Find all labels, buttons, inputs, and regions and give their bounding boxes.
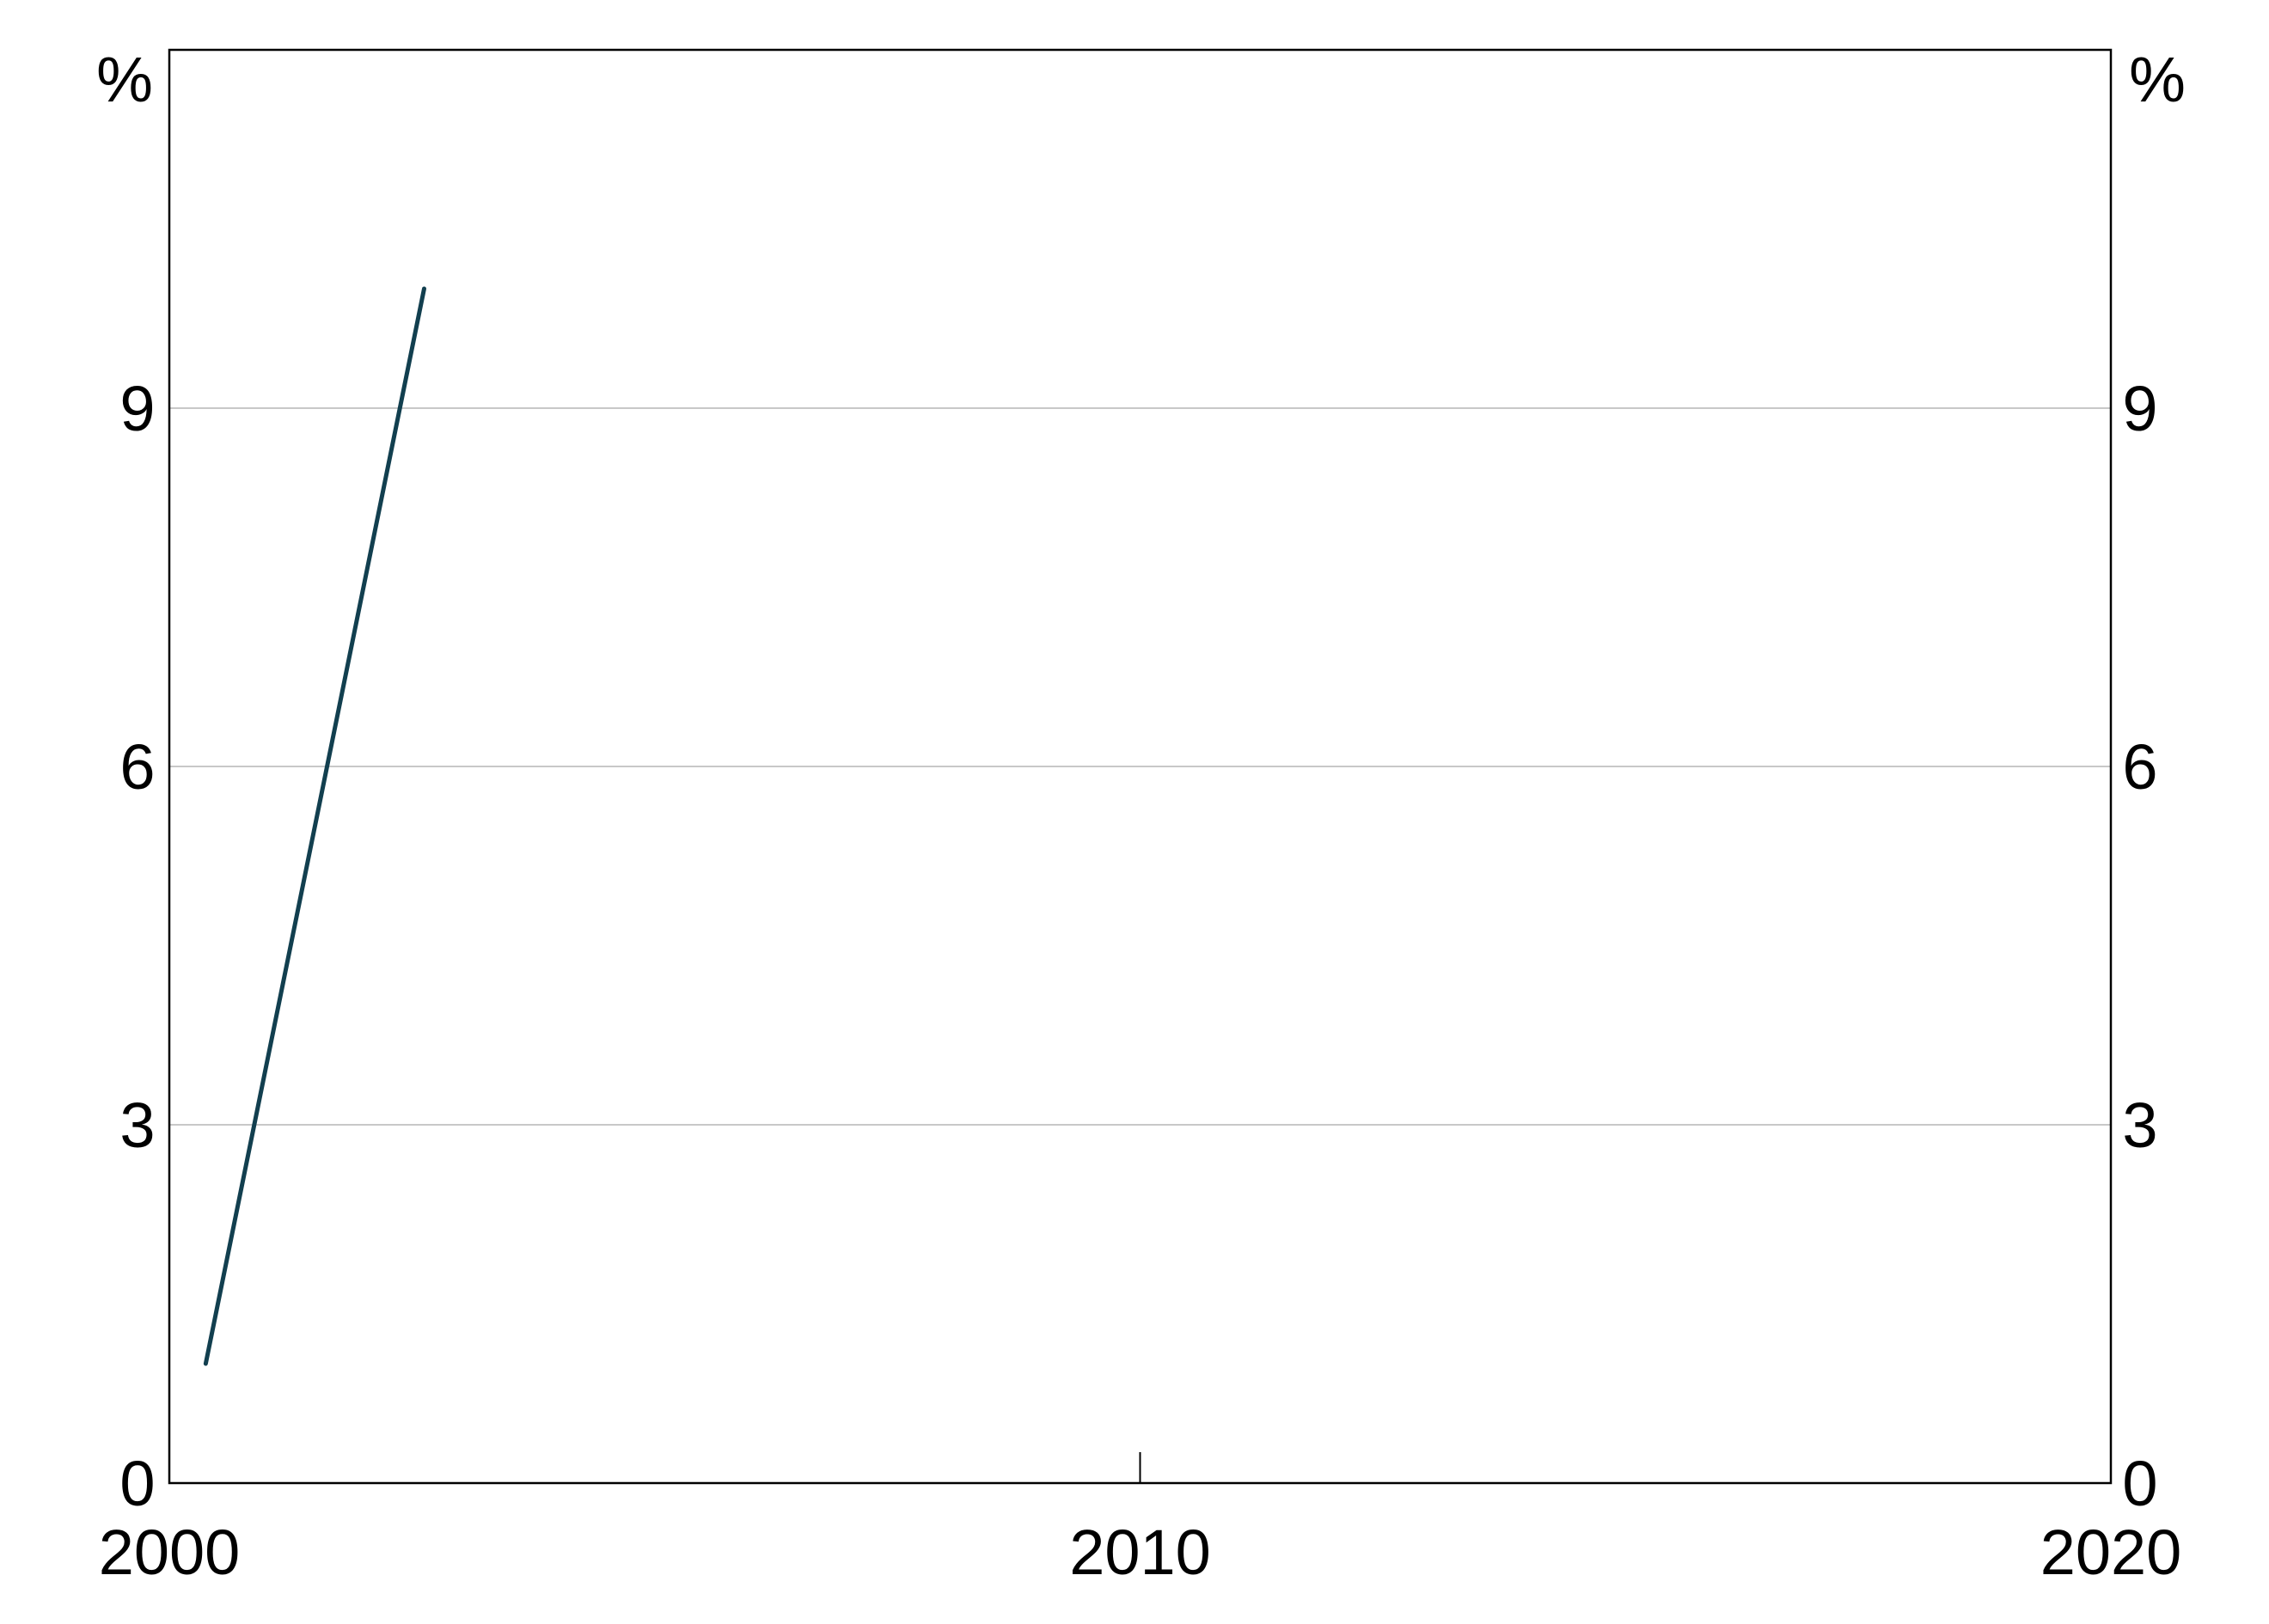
y-tick-label-left: 6 [119, 731, 155, 803]
y-unit-left: % [96, 44, 153, 115]
y-tick-label-right: 9 [2122, 373, 2157, 444]
y-tick-label-right: 0 [2122, 1448, 2157, 1519]
y-tick-label-right: 3 [2122, 1090, 2157, 1161]
x-tick-label: 2020 [2040, 1517, 2182, 1588]
x-tick-label: 2010 [1069, 1517, 1211, 1588]
y-tick-label-right: 6 [2122, 731, 2157, 803]
y-tick-label-left: 3 [119, 1090, 155, 1161]
y-tick-label-left: 0 [119, 1448, 155, 1519]
y-tick-label-left: 9 [119, 373, 155, 444]
gridlines [169, 407, 2111, 1126]
tick-labels: % % 0 0 3 3 6 6 9 9 2000 2010 2020 [96, 44, 2186, 1588]
y-unit-right: % [2129, 44, 2186, 115]
series-layer [203, 286, 426, 1366]
series-line-0 [203, 286, 426, 1366]
plot-frame [168, 48, 2113, 1485]
x-tick-label: 2000 [99, 1517, 241, 1588]
